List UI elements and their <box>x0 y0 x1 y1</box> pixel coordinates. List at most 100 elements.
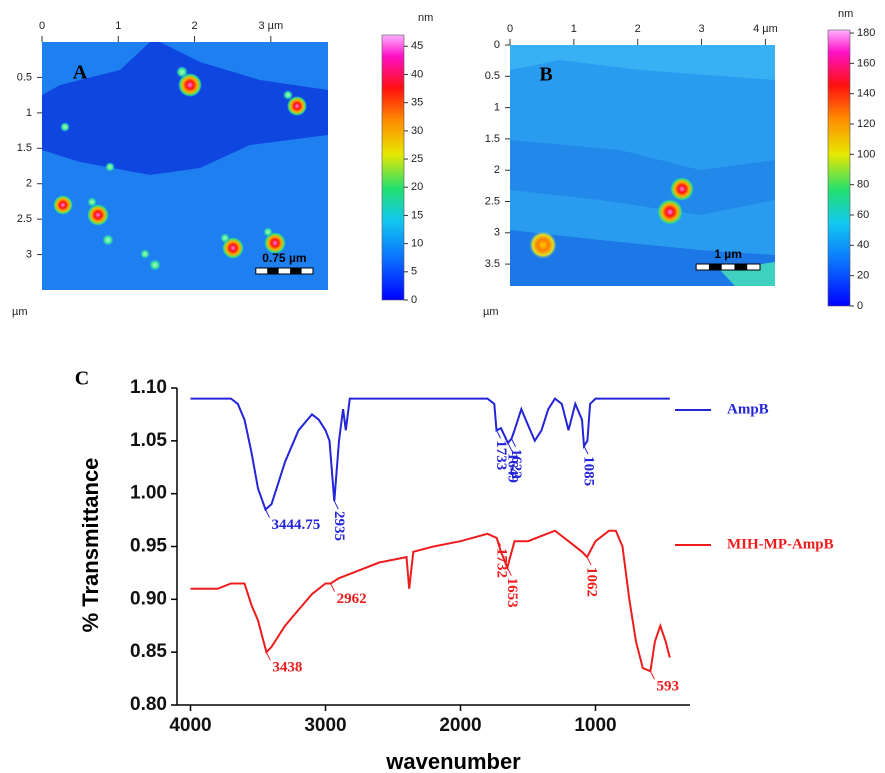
y-tick-label: 0.85 <box>130 641 167 662</box>
x-tick-label: 3000 <box>304 715 346 736</box>
colorbar-tick-label: 20 <box>411 181 423 193</box>
colorbar-tick-label: 120 <box>857 118 875 130</box>
y-tick-label: 0.5 <box>485 70 500 82</box>
scale-bar-label: 1 µm <box>714 247 742 261</box>
scale-bar <box>695 263 761 271</box>
peak-label: 1733 <box>493 440 509 470</box>
panel-label: B <box>539 64 552 86</box>
colorbar-tick-label: 30 <box>411 125 423 137</box>
colorbar-label: nm <box>838 8 853 20</box>
x-tick-label: 4000 <box>169 715 211 736</box>
y-tick-label: 2 <box>494 164 500 176</box>
colorbar <box>381 34 405 301</box>
colorbar-tick-label: 0 <box>411 294 417 306</box>
colorbar-tick-label: 25 <box>411 153 423 165</box>
panel-label: C <box>75 368 89 390</box>
annotation-leader <box>330 583 336 592</box>
colorbar-tick-label: 15 <box>411 209 423 221</box>
colorbar-tick-label: 10 <box>411 238 423 250</box>
peak-label: 3438 <box>272 660 302 676</box>
y-tick-label: 1.00 <box>130 483 167 504</box>
axis-unit: µm <box>12 306 28 318</box>
annotation-leader <box>649 670 655 680</box>
colorbar-tick-label: 80 <box>857 179 869 191</box>
colorbar-tick-label: 60 <box>857 209 869 221</box>
afm-image-a <box>42 42 328 290</box>
peak-label: 1732 <box>493 548 509 578</box>
annotation-leader <box>496 537 502 547</box>
colorbar-tick-label: 35 <box>411 97 423 109</box>
peak-label: 1622 <box>508 449 524 479</box>
annotation-leader <box>511 438 516 447</box>
scale-bar-segment <box>267 268 279 274</box>
peak-label: 3444.75 <box>271 517 320 533</box>
colorbar-label: nm <box>418 12 433 24</box>
legend-label: MIH-MP-AmpB <box>727 536 834 552</box>
scale-bar-segment <box>708 264 722 270</box>
annotation-leader <box>506 567 512 576</box>
colorbar-tick-label: 45 <box>411 40 423 52</box>
peak-label: 1649 <box>504 453 520 483</box>
x-tick-label: 1 <box>115 20 121 32</box>
x-tick-label: 2000 <box>439 715 481 736</box>
y-tick-label: 1 <box>26 107 32 119</box>
colorbar-tick-label: 0 <box>857 300 863 312</box>
x-tick-label: 0 <box>39 20 45 32</box>
y-tick-label: 3 <box>494 227 500 239</box>
colorbar-tick-label: 40 <box>857 239 869 251</box>
scale-bar <box>255 267 314 275</box>
x-tick-label: 2 <box>635 23 641 35</box>
annotation-leader <box>586 556 592 566</box>
spectrum-line <box>190 397 670 512</box>
annotation-leader <box>265 509 270 518</box>
y-tick-label: 0.90 <box>130 588 167 609</box>
x-tick-label: 0 <box>507 23 513 35</box>
y-tick-label: 0.80 <box>130 694 167 715</box>
y-tick-label: 3.5 <box>485 258 500 270</box>
colorbar-tick-label: 40 <box>411 68 423 80</box>
annotation-leader <box>583 445 589 455</box>
y-tick-label: 1.5 <box>485 133 500 145</box>
y-tick-label: 2.5 <box>485 195 500 207</box>
colorbar-tick-label: 20 <box>857 270 869 282</box>
peak-label: 1653 <box>504 578 520 608</box>
y-tick-label: 3 <box>26 248 32 260</box>
peak-label: 2962 <box>337 591 367 607</box>
panel-label: A <box>73 62 88 84</box>
peak-label: 1085 <box>581 456 597 486</box>
colorbar-tick-label: 160 <box>857 57 875 69</box>
y-tick-label: 1 <box>494 102 500 114</box>
legend-label: AmpB <box>727 401 769 417</box>
axis-unit: µm <box>483 306 499 318</box>
annotation-leader <box>265 651 271 661</box>
annotation-leader <box>496 430 501 439</box>
x-tick-label: 3 <box>699 23 705 35</box>
scale-bar-segment <box>734 264 748 270</box>
colorbar-tick-label: 100 <box>857 148 875 160</box>
x-tick-label: 1000 <box>574 715 616 736</box>
colorbar <box>827 29 851 307</box>
y-tick-label: 2 <box>26 178 32 190</box>
y-axis-label: % Transmittance <box>78 458 103 633</box>
colorbar-tick-label: 140 <box>857 88 875 100</box>
peak-label: 2935 <box>331 511 347 541</box>
y-tick-label: 0.5 <box>17 71 32 83</box>
x-tick-label: 4 µm <box>753 23 778 35</box>
x-tick-label: 3 µm <box>258 20 283 32</box>
afm-image-b <box>510 45 775 286</box>
colorbar-tick-label: 180 <box>857 27 875 39</box>
colorbar-tick-label: 5 <box>411 266 417 278</box>
y-tick-label: 1.05 <box>130 430 167 451</box>
spectrum-line <box>190 529 671 673</box>
x-axis-label: wavenumber <box>385 749 521 773</box>
annotation-leader <box>507 442 513 452</box>
scale-bar-label: 0.75 µm <box>262 251 306 265</box>
scale-bar-segment <box>290 268 302 274</box>
y-tick-label: 2.5 <box>17 213 32 225</box>
annotation-leader <box>333 500 339 510</box>
y-tick-label: 1.5 <box>17 142 32 154</box>
x-tick-label: 2 <box>191 20 197 32</box>
peak-label: 1062 <box>584 567 600 597</box>
